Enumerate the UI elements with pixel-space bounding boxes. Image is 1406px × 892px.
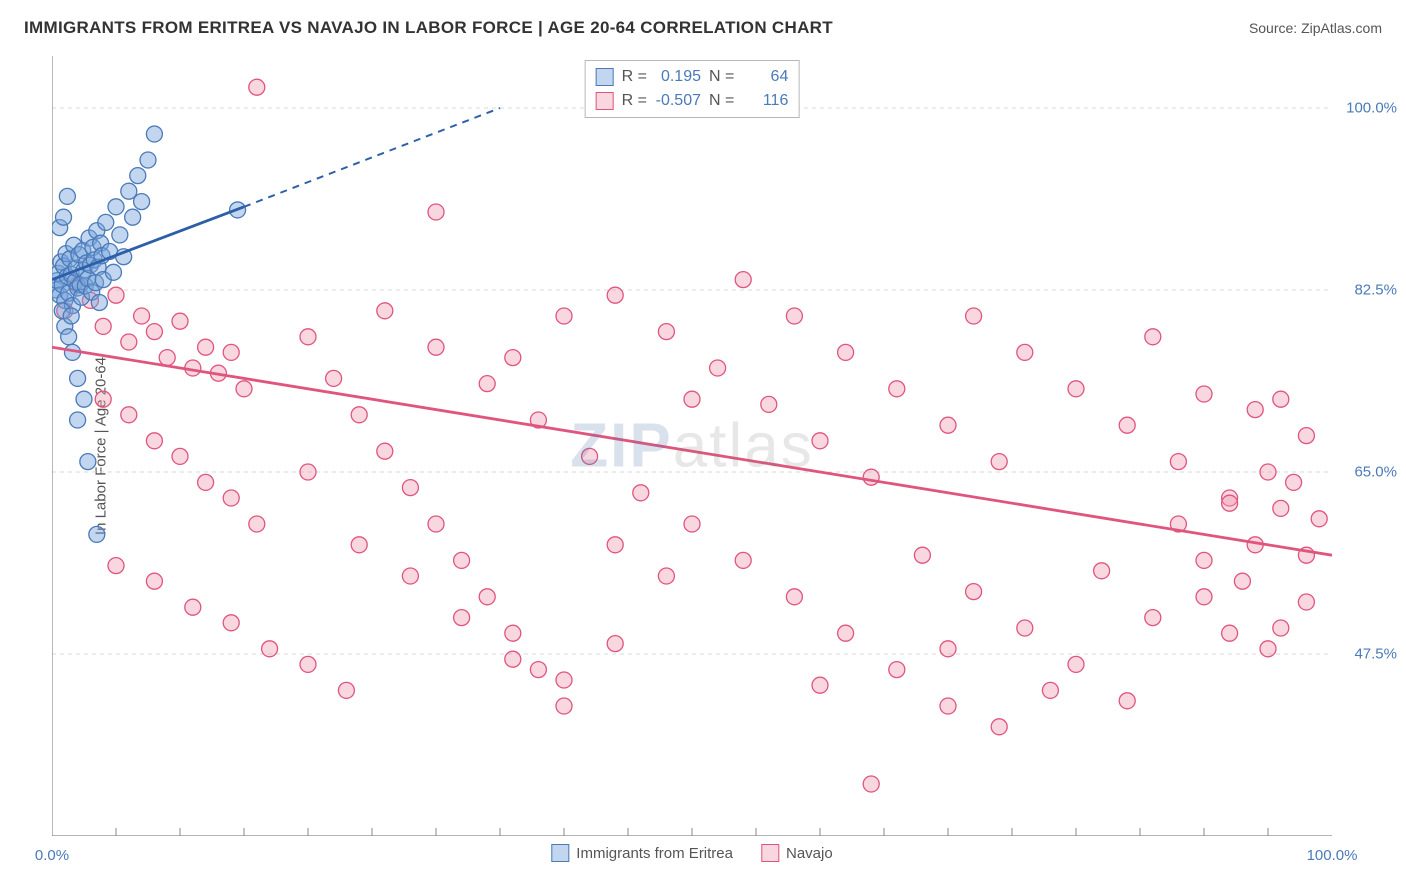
correlation-legend: R = 0.195 N = 64 R = -0.507 N = 116 [585, 60, 800, 118]
scatter-chart [52, 56, 1332, 836]
legend-bottom: Immigrants from Eritrea Navajo [551, 844, 832, 862]
y-tick-label: 82.5% [1354, 282, 1397, 299]
y-tick-label: 47.5% [1354, 646, 1397, 663]
legend-row-series-2: R = -0.507 N = 116 [596, 89, 789, 113]
x-tick-label: 100.0% [1307, 847, 1358, 864]
swatch-bottom-2 [761, 844, 779, 862]
x-tick-label: 0.0% [35, 847, 69, 864]
y-tick-label: 65.0% [1354, 464, 1397, 481]
swatch-bottom-1 [551, 844, 569, 862]
source-attribution: Source: ZipAtlas.com [1249, 20, 1382, 36]
plot-area: ZIPatlas R = 0.195 N = 64 R = -0.507 N =… [52, 56, 1332, 836]
legend-item-series-1: Immigrants from Eritrea [551, 844, 733, 862]
chart-title: IMMIGRANTS FROM ERITREA VS NAVAJO IN LAB… [24, 18, 833, 38]
legend-row-series-1: R = 0.195 N = 64 [596, 65, 789, 89]
legend-item-series-2: Navajo [761, 844, 833, 862]
swatch-series-2 [596, 92, 614, 110]
chart-header: IMMIGRANTS FROM ERITREA VS NAVAJO IN LAB… [24, 18, 1382, 38]
swatch-series-1 [596, 68, 614, 86]
y-tick-label: 100.0% [1346, 100, 1397, 117]
